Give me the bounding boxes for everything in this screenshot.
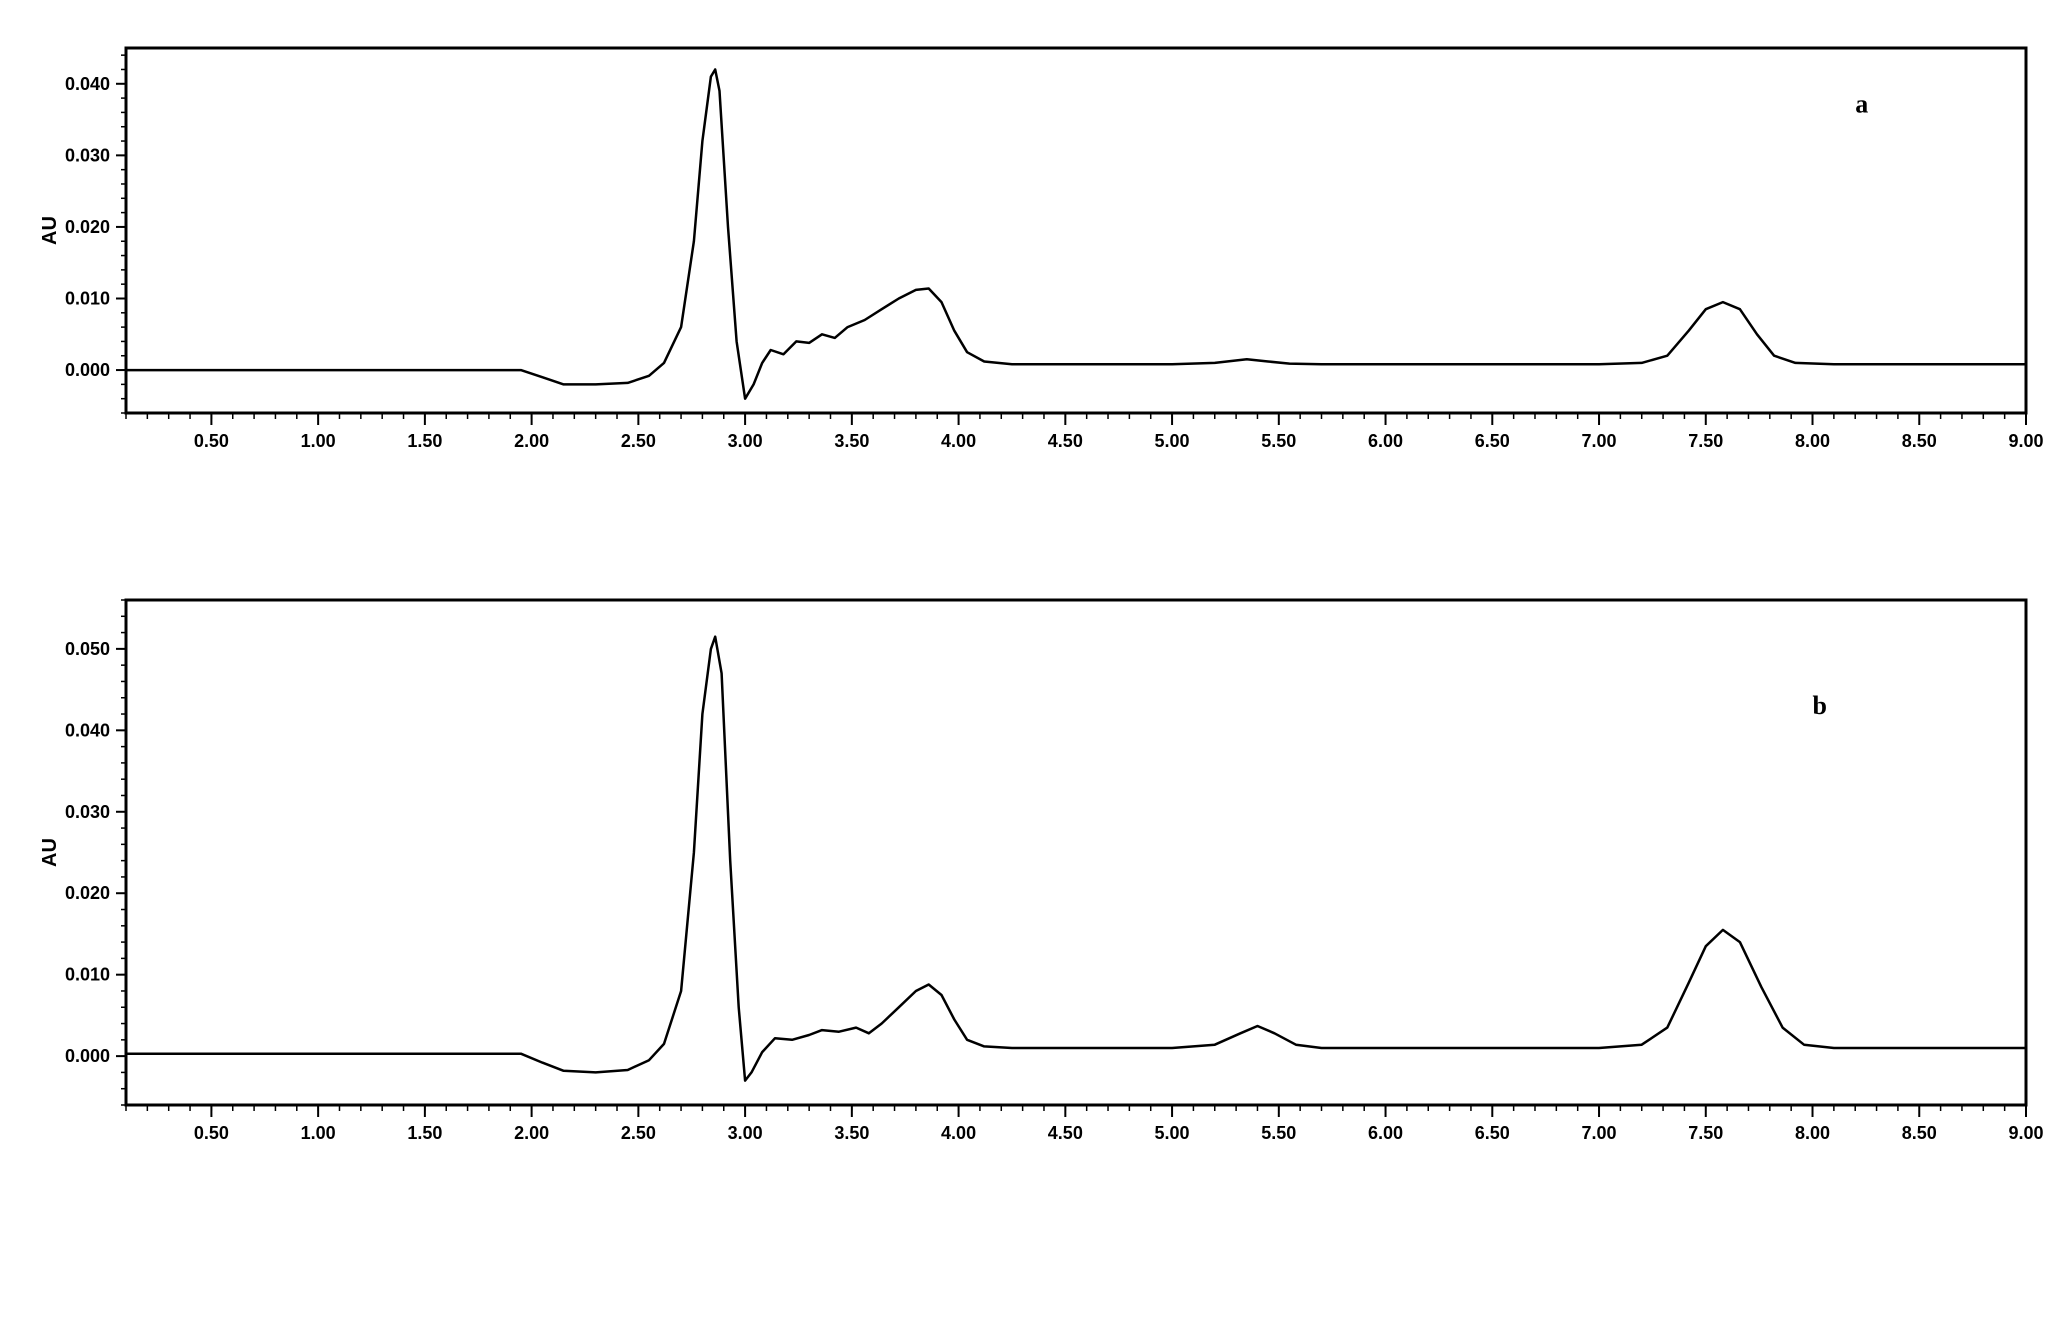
x-tick-label: 8.00	[1795, 431, 1830, 451]
y-tick-label: 0.000	[65, 360, 110, 380]
x-tick-label: 5.50	[1261, 431, 1296, 451]
x-tick-label: 2.00	[514, 431, 549, 451]
x-tick-label: 0.50	[194, 1123, 229, 1143]
x-tick-label: 1.00	[301, 1123, 336, 1143]
x-tick-label: 4.00	[941, 431, 976, 451]
x-tick-label: 8.50	[1902, 431, 1937, 451]
y-tick-label: 0.030	[65, 145, 110, 165]
y-tick-label: 0.020	[65, 217, 110, 237]
x-tick-label: 5.50	[1261, 1123, 1296, 1143]
x-tick-label: 7.00	[1582, 431, 1617, 451]
x-tick-label: 3.00	[728, 1123, 763, 1143]
x-tick-label: 5.00	[1155, 1123, 1190, 1143]
chromatogram-figure: 0.000 0.010 0.020 0.030 0.040 0.50 1.00 1.50 2.0…	[30, 30, 2049, 1308]
y-tick-label: 0.040	[65, 720, 110, 740]
x-tick-label: 1.50	[407, 1123, 442, 1143]
y-tick-label: 0.050	[65, 639, 110, 659]
y-tick-label: 0.040	[65, 74, 110, 94]
y-tick-label: 0.030	[65, 802, 110, 822]
x-tick-label: 1.50	[407, 431, 442, 451]
x-tick-label: 3.50	[834, 431, 869, 451]
x-tick-label: 7.50	[1688, 1123, 1723, 1143]
x-tick-label: 1.00	[301, 431, 336, 451]
x-tick-label: 6.00	[1368, 431, 1403, 451]
x-tick-label: 7.50	[1688, 431, 1723, 451]
x-tick-label: 7.00	[1582, 1123, 1617, 1143]
y-axis-label: AU	[39, 216, 61, 245]
x-tick-label: 8.50	[1902, 1123, 1937, 1143]
y-tick-label: 0.010	[65, 965, 110, 985]
x-tick-label: 9.00	[2008, 431, 2043, 451]
y-tick-label: 0.020	[65, 883, 110, 903]
x-tick-label: 0.50	[194, 431, 229, 451]
panel-label: a	[1855, 89, 1868, 118]
x-tick-label: 3.50	[834, 1123, 869, 1143]
x-tick-label: 2.00	[514, 1123, 549, 1143]
y-tick-label: 0.010	[65, 288, 110, 308]
x-tick-label: 4.50	[1048, 1123, 1083, 1143]
panel-label: b	[1813, 691, 1827, 720]
x-tick-label: 2.50	[621, 431, 656, 451]
x-tick-label: 4.00	[941, 1123, 976, 1143]
y-tick-label: 0.000	[65, 1046, 110, 1066]
x-tick-label: 2.50	[621, 1123, 656, 1143]
x-tick-label: 6.50	[1475, 431, 1510, 451]
x-tick-label: 3.00	[728, 431, 763, 451]
x-tick-label: 4.50	[1048, 431, 1083, 451]
y-axis-label: AU	[39, 838, 61, 867]
x-tick-label: 8.00	[1795, 1123, 1830, 1143]
x-tick-label: 9.00	[2008, 1123, 2043, 1143]
x-tick-label: 6.50	[1475, 1123, 1510, 1143]
x-tick-label: 6.00	[1368, 1123, 1403, 1143]
x-tick-label: 5.00	[1155, 431, 1190, 451]
